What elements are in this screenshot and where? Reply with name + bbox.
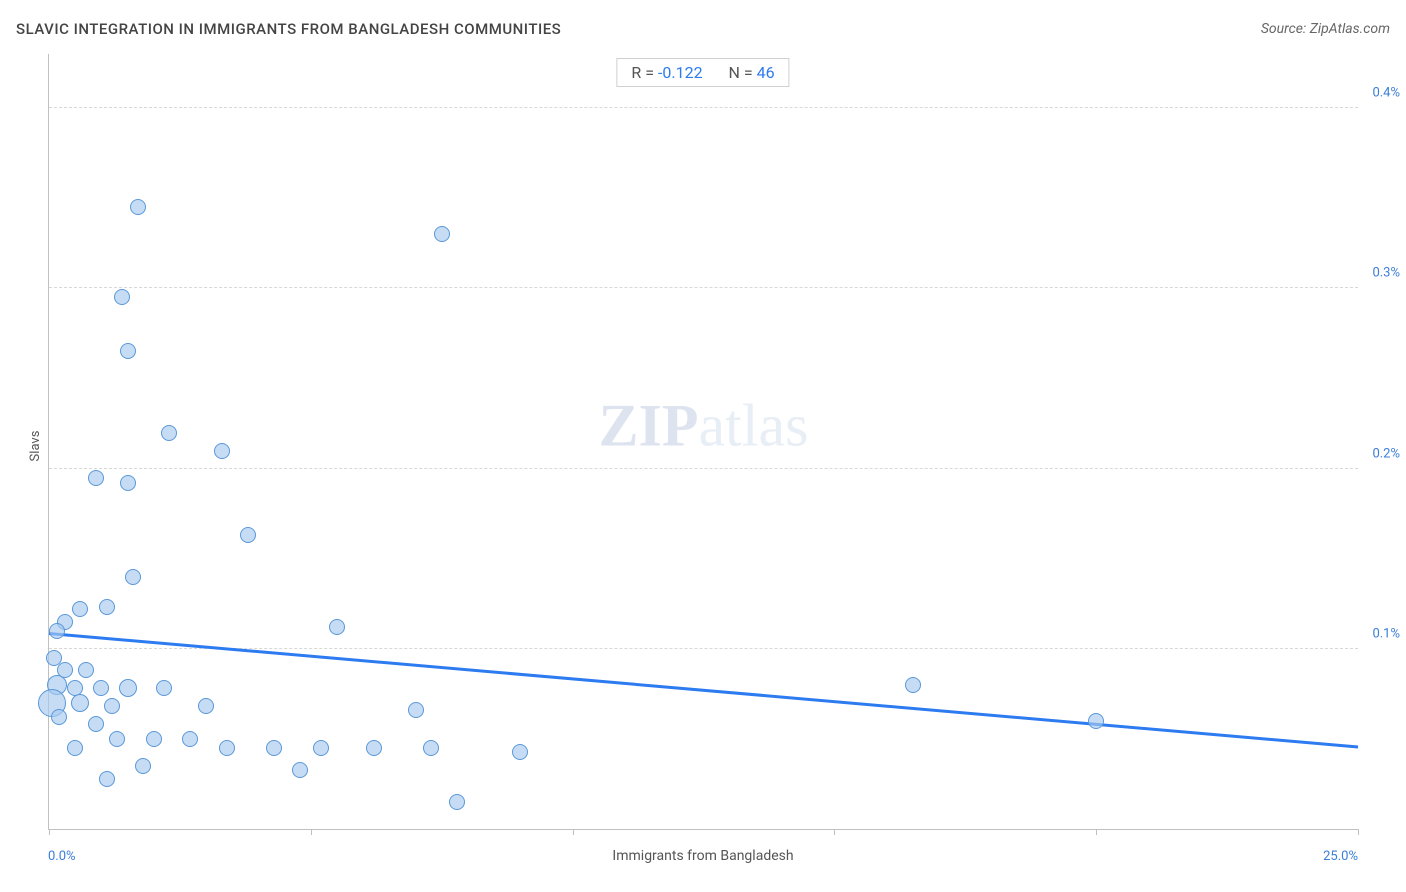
data-point [198, 698, 214, 714]
data-point [434, 226, 450, 242]
data-point [49, 623, 65, 639]
data-point [78, 662, 94, 678]
data-point [125, 569, 141, 585]
source-attribution: Source: ZipAtlas.com [1261, 21, 1390, 37]
gridline [49, 107, 1358, 108]
y-axis-label: Slavs [28, 431, 43, 462]
chart-header: SLAVIC INTEGRATION IN IMMIGRANTS FROM BA… [16, 20, 1390, 38]
r-value: -0.122 [658, 63, 703, 82]
trend-line [49, 632, 1358, 748]
x-tick [834, 829, 835, 835]
x-tick [49, 829, 50, 835]
watermark: ZIPatlas [599, 392, 809, 461]
r-label: R = [631, 63, 654, 82]
n-label: N = [729, 63, 753, 82]
x-tick [573, 829, 574, 835]
y-tick-label: 0.3% [1372, 266, 1400, 281]
data-point [114, 289, 130, 305]
data-point [292, 762, 308, 778]
data-point [120, 343, 136, 359]
stats-box: R = -0.122 N = 46 [616, 58, 789, 87]
data-point [99, 599, 115, 615]
y-tick-label: 0.4% [1372, 86, 1400, 101]
data-point [329, 619, 345, 635]
gridline [49, 468, 1358, 469]
data-point [104, 698, 120, 714]
data-point [240, 527, 256, 543]
y-tick-label: 0.1% [1372, 626, 1400, 641]
watermark-bold: ZIP [599, 393, 699, 459]
data-point [408, 702, 424, 718]
gridline [49, 287, 1358, 288]
scatter-chart: ZIPatlas 0.1%0.2%0.3%0.4% [48, 54, 1358, 830]
data-point [366, 740, 382, 756]
data-point [1088, 713, 1104, 729]
data-point [182, 731, 198, 747]
data-point [146, 731, 162, 747]
x-axis-label: Immigrants from Bangladesh [612, 848, 793, 864]
data-point [161, 425, 177, 441]
watermark-light: atlas [699, 393, 809, 459]
data-point [93, 680, 109, 696]
x-max-label: 25.0% [1323, 849, 1358, 864]
data-point [905, 677, 921, 693]
data-point [423, 740, 439, 756]
data-point [512, 744, 528, 760]
x-tick [1096, 829, 1097, 835]
data-point [266, 740, 282, 756]
data-point [130, 199, 146, 215]
y-tick-label: 0.2% [1372, 446, 1400, 461]
data-point [449, 794, 465, 810]
x-min-label: 0.0% [48, 849, 76, 864]
x-tick [311, 829, 312, 835]
data-point [67, 740, 83, 756]
data-point [99, 771, 115, 787]
n-value: 46 [757, 63, 775, 82]
data-point [156, 680, 172, 696]
x-tick [1358, 829, 1359, 835]
data-point [51, 709, 67, 725]
data-point [219, 740, 235, 756]
data-point [88, 470, 104, 486]
data-point [119, 679, 137, 697]
chart-title: SLAVIC INTEGRATION IN IMMIGRANTS FROM BA… [16, 20, 561, 38]
data-point [120, 475, 136, 491]
data-point [109, 731, 125, 747]
data-point [71, 694, 89, 712]
data-point [214, 443, 230, 459]
data-point [88, 716, 104, 732]
data-point [313, 740, 329, 756]
data-point [135, 758, 151, 774]
data-point [72, 601, 88, 617]
